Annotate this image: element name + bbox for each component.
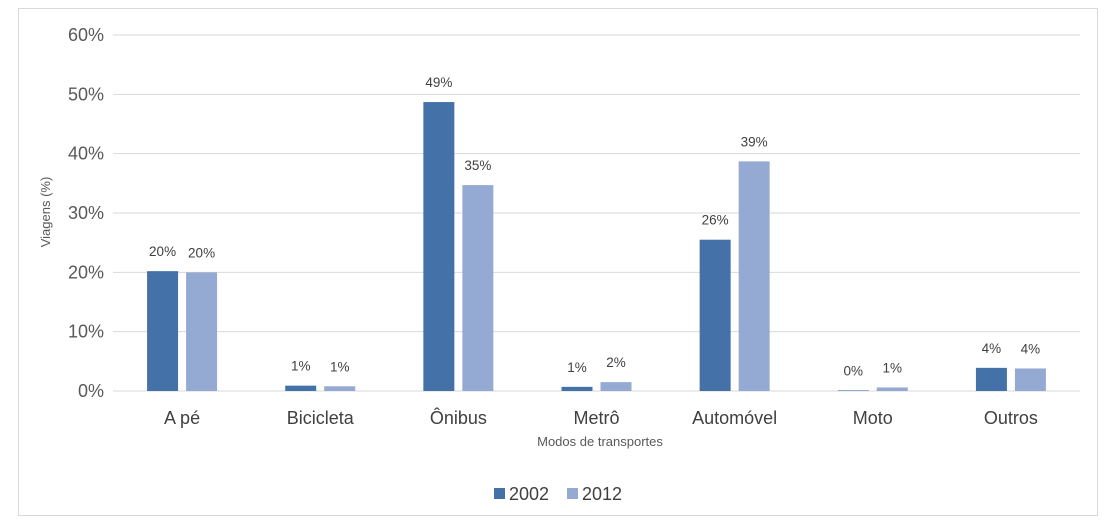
bar-2002 xyxy=(975,367,1007,391)
legend-swatch-2012 xyxy=(567,488,578,499)
bar-2002 xyxy=(423,102,455,392)
bar-2002 xyxy=(285,385,317,391)
data-label: 0% xyxy=(844,363,864,378)
data-label: 1% xyxy=(567,360,587,375)
chart-frame xyxy=(18,8,1098,516)
data-label: 1% xyxy=(330,359,350,374)
category-label: Bicicleta xyxy=(287,408,355,428)
category-label: Metrô xyxy=(573,408,619,428)
legend-label: 2002 xyxy=(509,484,549,504)
y-tick-label: 50% xyxy=(68,84,104,104)
data-label: 2% xyxy=(606,355,626,370)
y-tick-label: 60% xyxy=(68,25,104,45)
data-label: 4% xyxy=(1021,341,1041,356)
data-label: 35% xyxy=(464,158,491,173)
y-tick-label: 20% xyxy=(68,262,104,282)
category-label: Ônibus xyxy=(430,407,487,428)
data-label: 49% xyxy=(425,75,452,90)
data-label: 26% xyxy=(702,213,729,228)
legend-swatch-2002 xyxy=(494,488,505,499)
data-label: 20% xyxy=(149,244,176,259)
bar-2012 xyxy=(876,387,908,391)
data-label: 1% xyxy=(883,360,903,375)
category-label: A pé xyxy=(164,408,200,428)
bars xyxy=(147,102,1046,392)
data-label: 4% xyxy=(982,341,1002,356)
legend-label: 2012 xyxy=(582,484,622,504)
bar-2002 xyxy=(837,390,869,391)
gridlines xyxy=(113,34,1080,392)
x-axis-title: Modos de transportes xyxy=(537,434,663,449)
data-labels: 20% 20% 1% 1% 49% 35% 1% 2% 26% 39% 0% 1% 4% 4% xyxy=(149,75,1040,378)
category-label: Moto xyxy=(853,408,893,428)
y-tick-label: 30% xyxy=(68,203,104,223)
bar-2002 xyxy=(699,239,731,391)
category-label: Automóvel xyxy=(692,408,777,428)
y-tick-label: 0% xyxy=(78,381,104,401)
data-label: 20% xyxy=(188,245,215,260)
bar-2012 xyxy=(1014,368,1046,391)
bar-2002 xyxy=(561,386,593,391)
data-label: 39% xyxy=(741,134,768,149)
legend: 2002 2012 xyxy=(494,484,622,504)
y-tick-label: 40% xyxy=(68,144,104,164)
x-axis-categories: A pé Bicicleta Ônibus Metrô Automóvel Moto Out… xyxy=(164,407,1038,428)
category-label: Outros xyxy=(984,408,1038,428)
y-tick-label: 10% xyxy=(68,322,104,342)
bar-2012 xyxy=(324,386,356,391)
data-label: 1% xyxy=(291,359,311,374)
bar-2012 xyxy=(600,382,632,391)
bar-2012 xyxy=(738,161,770,391)
y-axis-ticks: 0% 10% 20% 30% 40% 50% 60% xyxy=(68,25,104,401)
bar-2012 xyxy=(186,272,218,391)
y-axis-title: Viagens (%) xyxy=(38,177,53,248)
bar-2002 xyxy=(147,271,179,391)
bar-2012 xyxy=(462,185,494,391)
